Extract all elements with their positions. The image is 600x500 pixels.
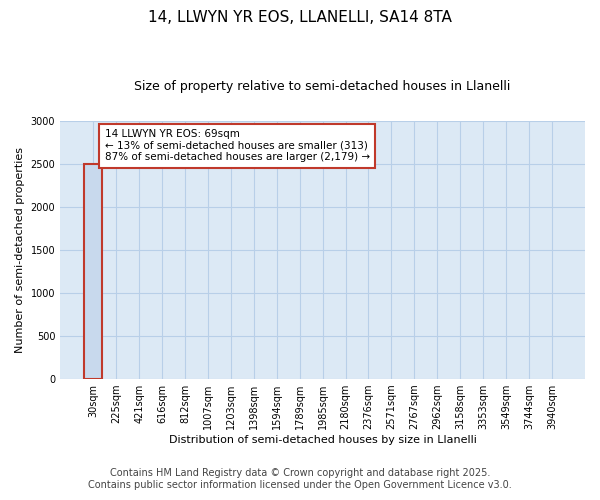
Text: 14 LLWYN YR EOS: 69sqm
← 13% of semi-detached houses are smaller (313)
87% of se: 14 LLWYN YR EOS: 69sqm ← 13% of semi-det…: [104, 129, 370, 162]
Bar: [84, 164, 103, 379]
X-axis label: Distribution of semi-detached houses by size in Llanelli: Distribution of semi-detached houses by …: [169, 435, 476, 445]
Title: Size of property relative to semi-detached houses in Llanelli: Size of property relative to semi-detach…: [134, 80, 511, 93]
Y-axis label: Number of semi-detached properties: Number of semi-detached properties: [15, 147, 25, 353]
Text: 14, LLWYN YR EOS, LLANELLI, SA14 8TA: 14, LLWYN YR EOS, LLANELLI, SA14 8TA: [148, 10, 452, 25]
Text: Contains HM Land Registry data © Crown copyright and database right 2025.
Contai: Contains HM Land Registry data © Crown c…: [88, 468, 512, 490]
